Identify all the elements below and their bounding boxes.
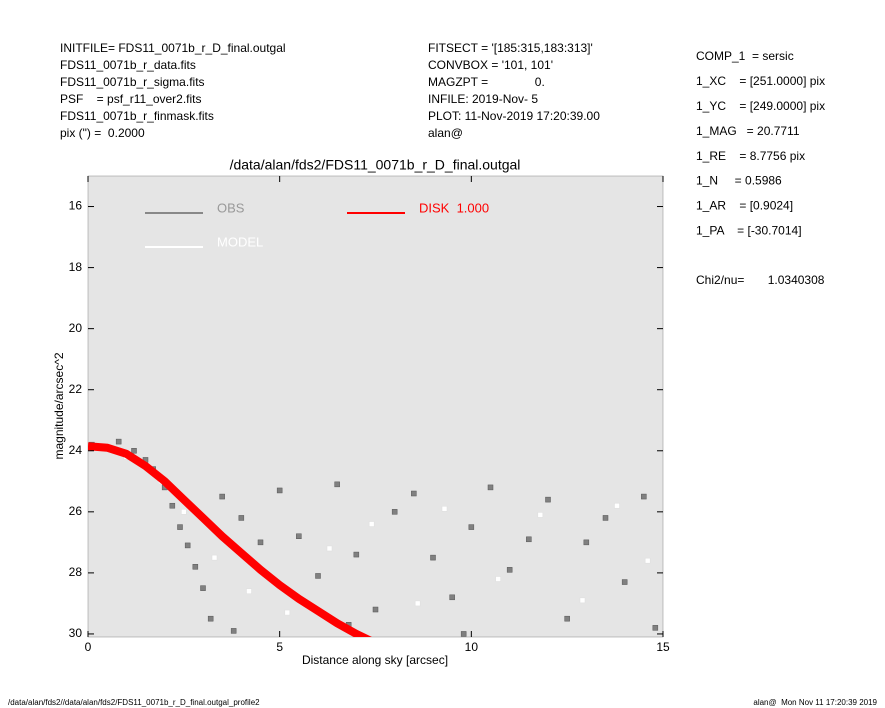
chi-square: Chi2/nu= 1.0340308 [696,273,825,287]
header-middle-line: CONVBOX = '101, 101' [428,58,553,72]
fit-parameter: 1_RE = 8.7756 pix [696,149,805,163]
header-left-line: PSF = psf_r11_over2.fits [60,92,202,106]
header-left-line: pix (") = 0.2000 [60,126,145,140]
obs-point [238,515,245,521]
legend-label: OBS [217,200,245,215]
obs-point [621,579,628,585]
footer-right: alan@ Mon Nov 11 17:20:39 2019 [753,698,877,707]
obs-point [506,567,513,573]
obs-point [641,493,647,500]
header-left-line: FDS11_0071b_r_sigma.fits [60,75,205,89]
y-tick-label: 20 [69,321,83,335]
y-tick-label: 26 [69,504,83,518]
fit-parameter: 1_XC = [251.0000] pix [696,74,825,88]
obs-point [257,539,264,546]
legend-label: DISK 1.000 [419,200,489,215]
x-tick-label: 15 [656,640,670,654]
header-middle-line: FITSECT = '[185:315,183:313]' [428,41,593,55]
header-middle-line: MAGZPT = 0. [428,75,545,89]
x-tick-label: 0 [85,640,92,654]
obs-point [192,564,199,570]
model-point [211,554,218,561]
model-point [326,545,333,552]
model-point [181,509,187,515]
disk-profile [88,442,373,637]
obs-point [219,493,225,500]
y-tick-label: 28 [69,565,83,579]
x-tick-label: 10 [465,640,479,654]
plot-marks [88,438,659,637]
fit-parameter: 1_MAG = 20.7711 [696,124,800,138]
obs-point [353,551,360,558]
x-axis-label: Distance along sky [arcsec] [302,653,448,667]
header-left-line: INITFILE= FDS11_0071b_r_D_final.outgal [60,41,286,55]
obs-point [276,487,283,494]
fit-parameter: 1_N = 0.5986 [696,174,782,188]
y-tick-label: 16 [69,199,83,213]
y-tick-label: 18 [69,260,83,274]
obs-point [602,515,609,521]
obs-point [315,573,321,579]
obs-point [207,615,214,622]
obs-point [115,438,122,445]
model-point [614,502,620,509]
obs-point [545,496,551,503]
obs-point [131,448,137,454]
header-middle-line: INFILE: 2019-Nov- 5 [428,92,538,106]
obs-point [487,484,494,491]
obs-point [334,481,340,488]
y-tick-label: 30 [69,626,83,640]
header-middle-line: PLOT: 11-Nov-2019 17:20:39.00 [428,109,600,123]
chart-title: /data/alan/fds2/FDS11_0071b_r_D_final.ou… [230,157,521,173]
y-tick-label: 24 [69,443,83,457]
model-point [495,576,501,582]
obs-point [169,502,176,509]
header-middle-line: alan@ [428,126,463,140]
obs-point [184,542,191,549]
fit-parameter: COMP_1 = sersic [696,49,794,63]
obs-point [468,524,475,530]
model-point [246,588,252,594]
model-point [368,521,375,527]
x-tick-label: 5 [276,640,283,654]
header-left-line: FDS11_0071b_r_data.fits [60,58,196,72]
fit-parameter: 1_PA = [-30.7014] [696,223,802,237]
model-point [644,557,651,564]
obs-point [564,615,570,622]
footer-left: /data/alan/fds2//data/alan/fds2/FDS11_00… [8,698,260,707]
obs-point [411,490,417,497]
obs-point [430,554,436,561]
obs-point [296,533,302,540]
obs-point [460,631,467,637]
legend-label: MODEL [217,234,263,249]
obs-point [652,625,659,631]
obs-point [230,628,237,634]
model-point [414,600,421,607]
obs-point [372,606,379,613]
obs-point [526,536,532,543]
model-point [579,597,586,604]
header-left-line: FDS11_0071b_r_finmask.fits [60,109,214,123]
obs-point [177,524,183,530]
fit-parameter: 1_AR = [0.9024] [696,199,793,213]
y-tick-label: 22 [69,382,83,396]
model-point [441,506,448,512]
obs-point [449,594,455,601]
obs-point [391,509,398,515]
y-axis-label: magnitude/arcsec^2 [52,352,66,459]
obs-point [583,539,590,546]
fit-parameter: 1_YC = [249.0000] pix [696,99,825,113]
model-point [284,609,291,616]
model-point [537,512,544,518]
obs-point [200,585,206,591]
plot-area [87,175,664,638]
